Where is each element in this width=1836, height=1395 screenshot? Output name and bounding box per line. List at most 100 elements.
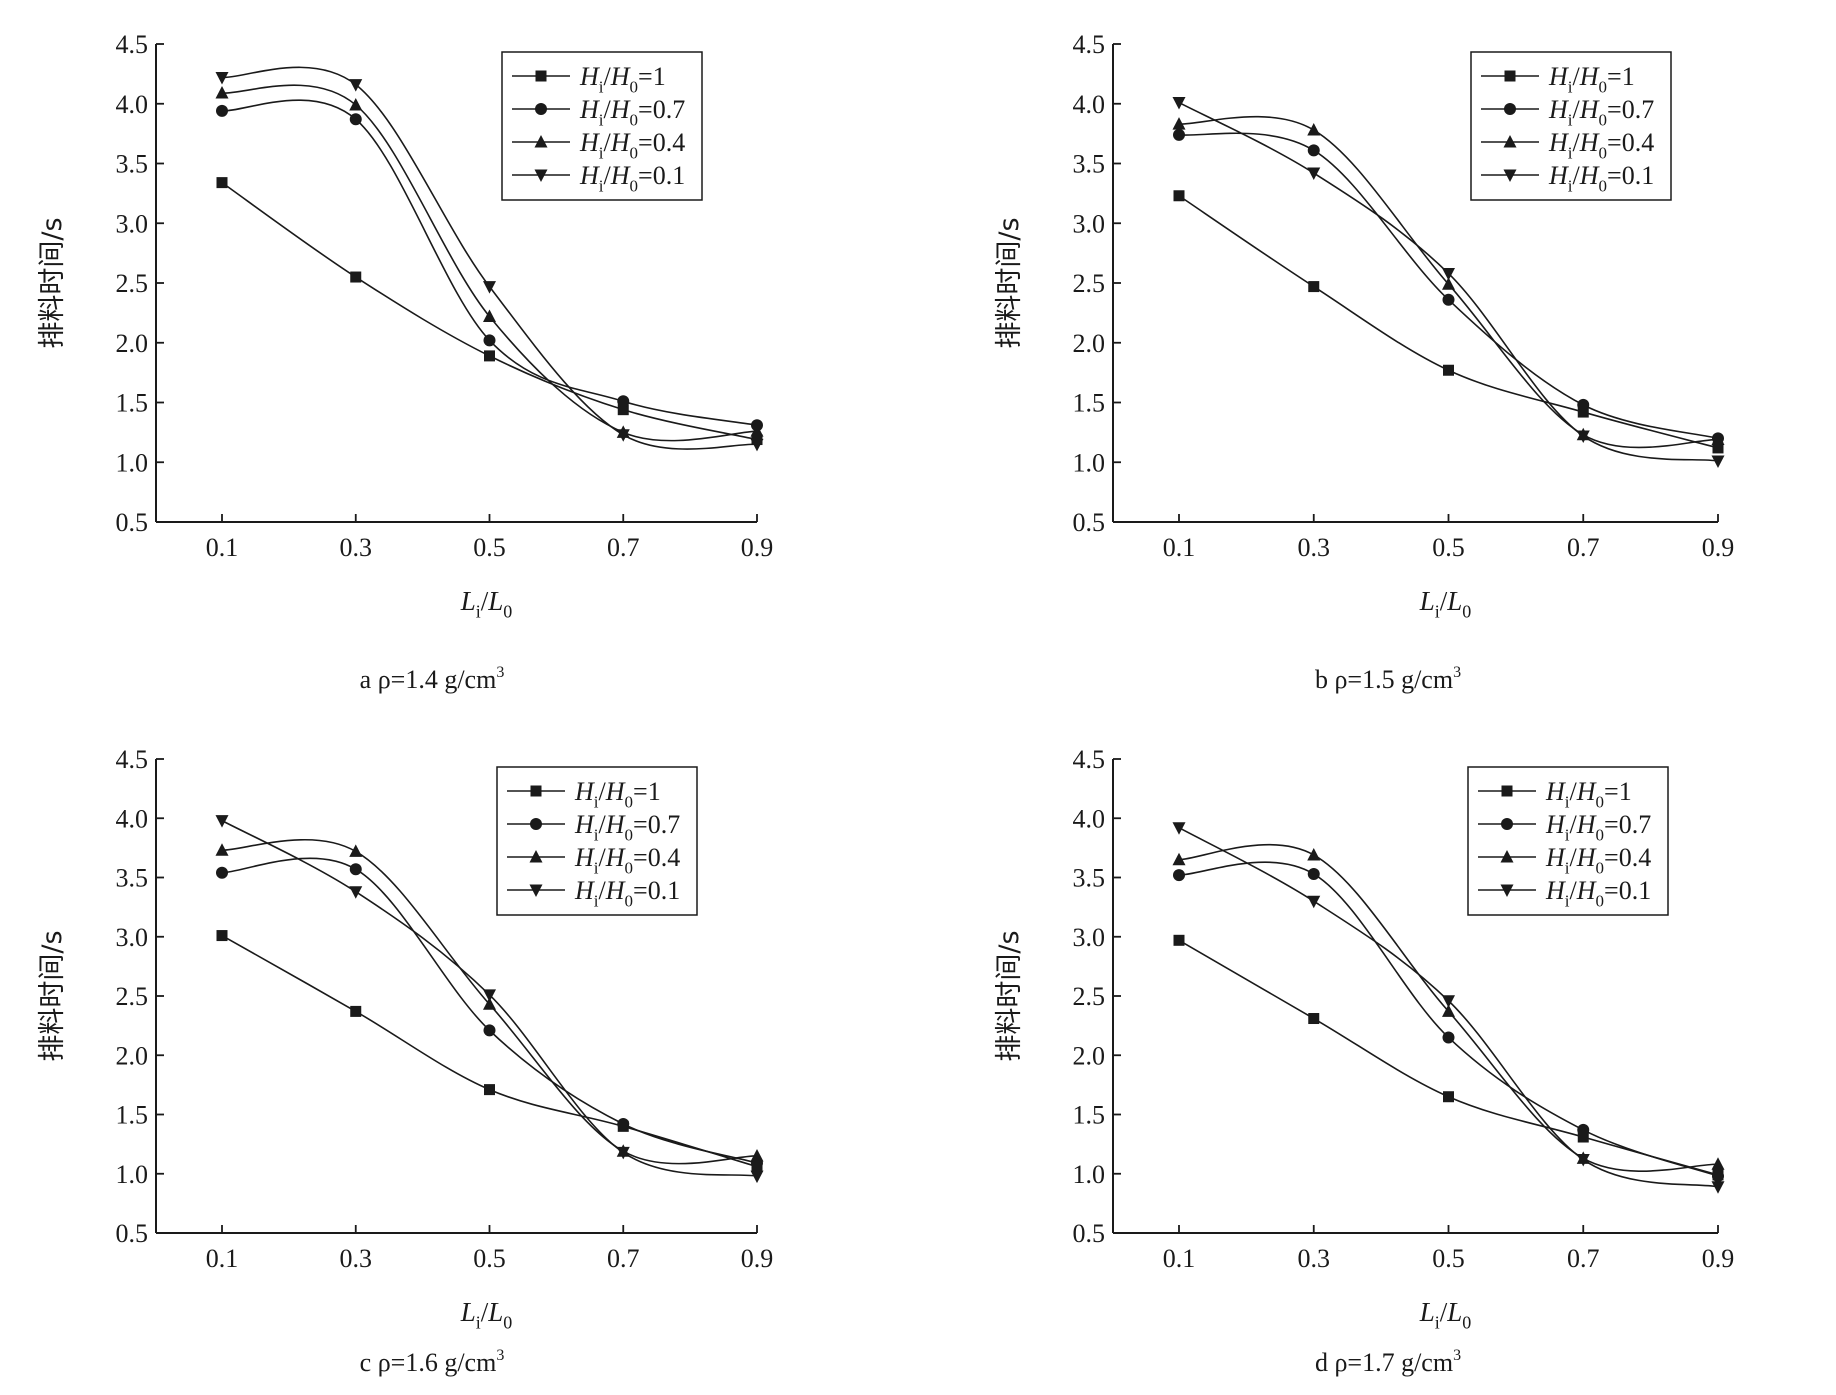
series-triangle-down xyxy=(215,815,764,1184)
y-tick-label: 1.5 xyxy=(116,389,149,418)
data-point xyxy=(483,997,496,1010)
x-tick-label: 0.5 xyxy=(473,1244,506,1273)
y-tick-label: 1.5 xyxy=(116,1101,149,1130)
legend-label: Hi/H0=0.7 xyxy=(579,95,685,129)
chart-panel-b: 0.5 1.0 1.5 2.0 2.5 3.0 3.5 4.0 4.5 0.1 0.3 0.5 0.7 0… xyxy=(994,30,1734,694)
y-tick-label: 1.0 xyxy=(116,448,149,477)
y-tick-label: 1.0 xyxy=(116,1160,149,1189)
y-tick-label: 2.0 xyxy=(116,329,149,358)
data-point xyxy=(349,79,363,92)
series-circle xyxy=(1173,861,1724,1183)
legend-label: Hi/H0=0.1 xyxy=(579,161,685,195)
legend-marker xyxy=(535,103,547,115)
legend-label: Hi/H0=0.4 xyxy=(1548,128,1654,162)
legend-label: Hi/H0=0.1 xyxy=(1548,161,1654,195)
legend-marker xyxy=(529,850,543,863)
y-axis-label: 排料时间/s xyxy=(994,930,1025,1061)
data-point xyxy=(750,424,764,437)
series-square xyxy=(1173,190,1724,454)
series-line xyxy=(1178,861,1719,1177)
series-line xyxy=(221,934,758,1168)
x-tick-label: 0.1 xyxy=(1163,1244,1196,1273)
x-tick-label: 0.1 xyxy=(206,533,239,562)
data-point xyxy=(483,334,496,347)
data-point xyxy=(1712,442,1724,454)
data-point xyxy=(1442,277,1455,290)
data-point xyxy=(215,85,229,99)
data-point xyxy=(216,866,228,879)
data-point xyxy=(1712,1170,1724,1183)
legend-marker xyxy=(1501,785,1513,797)
x-axis-label: Li/L0 xyxy=(1419,586,1472,622)
legend-marker xyxy=(535,70,547,82)
data-point xyxy=(349,886,363,899)
y-tick-label: 2.0 xyxy=(1073,329,1106,358)
legend-marker xyxy=(534,169,548,182)
legend-label: Hi/H0=0.4 xyxy=(579,128,685,162)
legend-marker xyxy=(1501,818,1513,830)
panel-caption: a ρ=1.4 g/cm3 xyxy=(360,664,505,694)
y-tick-label: 4.5 xyxy=(1073,30,1106,59)
legend-marker xyxy=(529,884,543,897)
data-point xyxy=(1307,895,1321,909)
data-point xyxy=(216,104,228,117)
data-point xyxy=(750,1148,764,1162)
x-tick-label: 0.3 xyxy=(340,1244,373,1273)
data-point xyxy=(1172,97,1186,110)
series-line xyxy=(1178,939,1719,1176)
panel-caption: c ρ=1.6 g/cm3 xyxy=(360,1347,505,1377)
data-point xyxy=(1577,406,1589,418)
data-point xyxy=(1442,267,1455,281)
data-point xyxy=(350,271,362,283)
data-point xyxy=(1443,1091,1454,1103)
data-point xyxy=(484,350,495,362)
data-point xyxy=(1443,364,1454,376)
series-triangle-down xyxy=(1172,97,1725,469)
series-triangle-up xyxy=(1172,843,1725,1172)
y-tick-label: 0.5 xyxy=(1073,508,1106,537)
data-point xyxy=(616,429,630,442)
data-point xyxy=(1576,1154,1590,1167)
y-tick-label: 3.0 xyxy=(116,923,149,952)
x-tick-label: 0.1 xyxy=(1163,533,1196,562)
series-circle xyxy=(216,99,763,432)
y-tick-label: 2.5 xyxy=(116,269,149,298)
x-tick-label: 0.5 xyxy=(1432,533,1465,562)
y-tick-label: 3.5 xyxy=(116,864,149,893)
series-triangle-down xyxy=(1172,822,1725,1194)
legend-marker xyxy=(1504,103,1516,115)
y-tick-label: 2.0 xyxy=(116,1041,149,1070)
y-tick-label: 0.5 xyxy=(116,1219,149,1248)
data-point xyxy=(216,930,228,942)
legend-label: Hi/H0=1 xyxy=(574,777,661,811)
data-point xyxy=(1173,128,1185,141)
panel-caption: b ρ=1.5 g/cm3 xyxy=(1315,664,1461,694)
legend-marker xyxy=(530,818,542,830)
data-point xyxy=(215,71,229,85)
data-point xyxy=(617,404,629,416)
legend-label: Hi/H0=1 xyxy=(1548,62,1635,96)
x-axis-label: Li/L0 xyxy=(460,586,513,622)
data-point xyxy=(1442,1004,1455,1017)
x-axis-label: Li/L0 xyxy=(460,1297,513,1333)
data-point xyxy=(1173,869,1185,882)
data-point xyxy=(483,1024,496,1037)
chart-panel-c: 0.5 1.0 1.5 2.0 2.5 3.0 3.5 4.0 4.5 0.1 0.3 0.5 0.7 0… xyxy=(37,745,773,1377)
chart-panel-d: 0.5 1.0 1.5 2.0 2.5 3.0 3.5 4.0 4.5 0.1 0.3 0.5 0.7 0… xyxy=(994,745,1734,1377)
legend-label: Hi/H0=0.4 xyxy=(574,843,680,877)
x-tick-label: 0.7 xyxy=(607,533,640,562)
y-tick-label: 4.5 xyxy=(1073,745,1106,774)
x-tick-label: 0.9 xyxy=(741,1244,774,1273)
data-point xyxy=(350,1005,362,1017)
data-point xyxy=(1173,190,1185,202)
x-tick-label: 0.9 xyxy=(1702,533,1735,562)
x-tick-label: 0.9 xyxy=(741,533,774,562)
data-point xyxy=(1711,1157,1725,1170)
data-point xyxy=(349,113,362,126)
data-point xyxy=(216,177,228,189)
y-tick-label: 4.0 xyxy=(116,90,149,119)
y-tick-label: 4.5 xyxy=(116,30,149,59)
data-point xyxy=(750,1170,764,1184)
legend-marker xyxy=(530,785,542,797)
